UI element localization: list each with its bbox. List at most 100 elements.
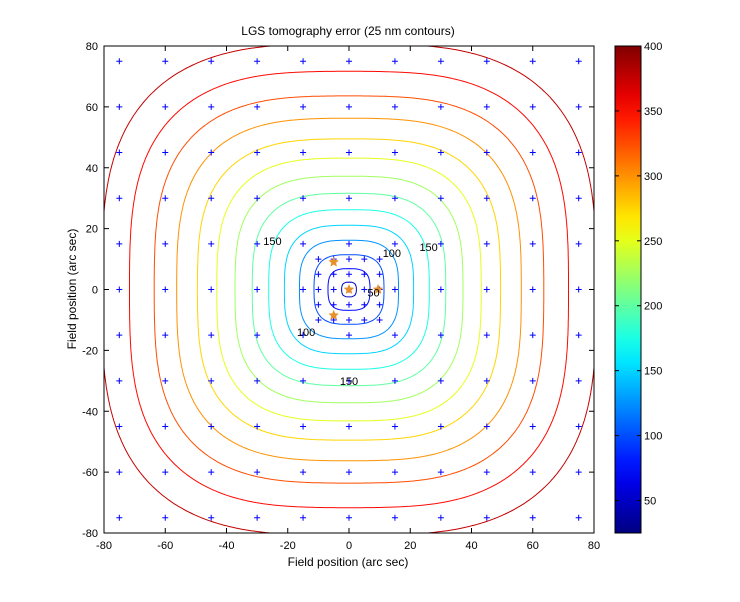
evaluation-point	[300, 149, 307, 156]
contour-line-350	[129, 70, 569, 509]
x-tick-label: 80	[588, 540, 600, 552]
evaluation-point	[437, 514, 444, 521]
y-tick-label: 0	[92, 285, 98, 297]
evaluation-point	[575, 58, 582, 65]
contour-labels: 50 100 100 150 150 150	[263, 236, 438, 388]
colorbar: 50 100 150 200 250 300 350 400	[614, 41, 662, 534]
evaluation-point	[315, 256, 322, 263]
evaluation-point	[391, 377, 398, 384]
evaluation-point	[346, 103, 352, 110]
evaluation-point	[254, 469, 261, 476]
contour-line-100	[313, 254, 385, 325]
evaluation-point	[529, 514, 536, 521]
colorbar-tick-label: 400	[644, 41, 662, 53]
evaluation-point	[529, 469, 536, 476]
evaluation-point	[162, 514, 169, 521]
contour-label: 100	[383, 248, 401, 260]
evaluation-point	[483, 240, 490, 247]
evaluation-point	[346, 332, 352, 339]
colorbar-tick-label: 150	[644, 366, 662, 378]
x-tick-label: -80	[96, 540, 112, 552]
evaluation-point	[208, 469, 215, 476]
evaluation-point	[391, 286, 398, 293]
x-tick-label: -40	[219, 540, 235, 552]
evaluation-point	[483, 58, 490, 65]
evaluation-points	[116, 58, 582, 521]
evaluation-point	[376, 256, 383, 263]
evaluation-point	[346, 316, 352, 323]
evaluation-point	[361, 316, 368, 323]
evaluation-point	[162, 195, 169, 202]
colorbar-tick-label: 200	[644, 301, 662, 313]
contour-label: 100	[297, 327, 315, 339]
evaluation-point	[254, 149, 261, 156]
evaluation-point	[529, 332, 536, 339]
evaluation-point	[391, 423, 398, 430]
evaluation-point	[330, 316, 337, 323]
evaluation-point	[437, 240, 444, 247]
colorbar-tick-label: 50	[644, 496, 656, 508]
contour-line-225	[234, 175, 464, 404]
evaluation-point	[208, 332, 215, 339]
y-tick-label: 40	[86, 163, 98, 175]
evaluation-point	[575, 469, 582, 476]
contour-line-300	[176, 117, 522, 462]
evaluation-point	[315, 271, 322, 278]
evaluation-point	[391, 469, 398, 476]
colorbar-tick-label: 350	[644, 106, 662, 118]
evaluation-point	[208, 286, 215, 293]
evaluation-point	[361, 271, 368, 278]
evaluation-point	[254, 195, 261, 202]
evaluation-point	[300, 103, 307, 110]
evaluation-point	[300, 286, 307, 293]
y-tick-label: -20	[82, 345, 98, 357]
evaluation-point	[346, 423, 352, 430]
evaluation-point	[575, 286, 582, 293]
evaluation-point	[437, 377, 444, 384]
evaluation-point	[116, 423, 123, 430]
evaluation-point	[437, 195, 444, 202]
evaluation-point	[162, 469, 169, 476]
evaluation-point	[330, 271, 337, 278]
evaluation-point	[300, 514, 307, 521]
evaluation-point	[391, 103, 398, 110]
evaluation-point	[254, 286, 261, 293]
contour-line-150	[283, 224, 415, 355]
evaluation-point	[376, 316, 383, 323]
contour-lines	[104, 46, 594, 533]
evaluation-point	[437, 149, 444, 156]
evaluation-point	[346, 377, 352, 384]
x-tick-label: 20	[404, 540, 416, 552]
evaluation-point	[391, 58, 398, 65]
evaluation-point	[116, 514, 123, 521]
evaluation-point	[330, 301, 337, 308]
contour-line-200	[251, 192, 447, 387]
evaluation-point	[300, 240, 307, 247]
evaluation-point	[346, 271, 352, 278]
evaluation-point	[116, 377, 123, 384]
y-tick-label: -80	[82, 528, 98, 540]
y-tick-label: 80	[86, 41, 98, 53]
evaluation-point	[116, 469, 123, 476]
contour-label: 150	[263, 236, 281, 248]
evaluation-point	[300, 195, 307, 202]
x-tick-label: 0	[346, 540, 352, 552]
evaluation-point	[391, 514, 398, 521]
evaluation-point	[346, 256, 352, 263]
evaluation-point	[529, 423, 536, 430]
x-tick-label: 40	[465, 540, 477, 552]
evaluation-point	[162, 240, 169, 247]
guide-star	[343, 283, 355, 295]
evaluation-point	[483, 103, 490, 110]
evaluation-point	[162, 377, 169, 384]
evaluation-point	[254, 240, 261, 247]
x-axis-label: Field position (arc sec)	[288, 555, 409, 569]
evaluation-point	[330, 286, 337, 293]
evaluation-point	[529, 149, 536, 156]
contour-label: 150	[340, 376, 358, 388]
evaluation-point	[300, 58, 307, 65]
guide-star	[328, 256, 340, 267]
evaluation-point	[254, 377, 261, 384]
